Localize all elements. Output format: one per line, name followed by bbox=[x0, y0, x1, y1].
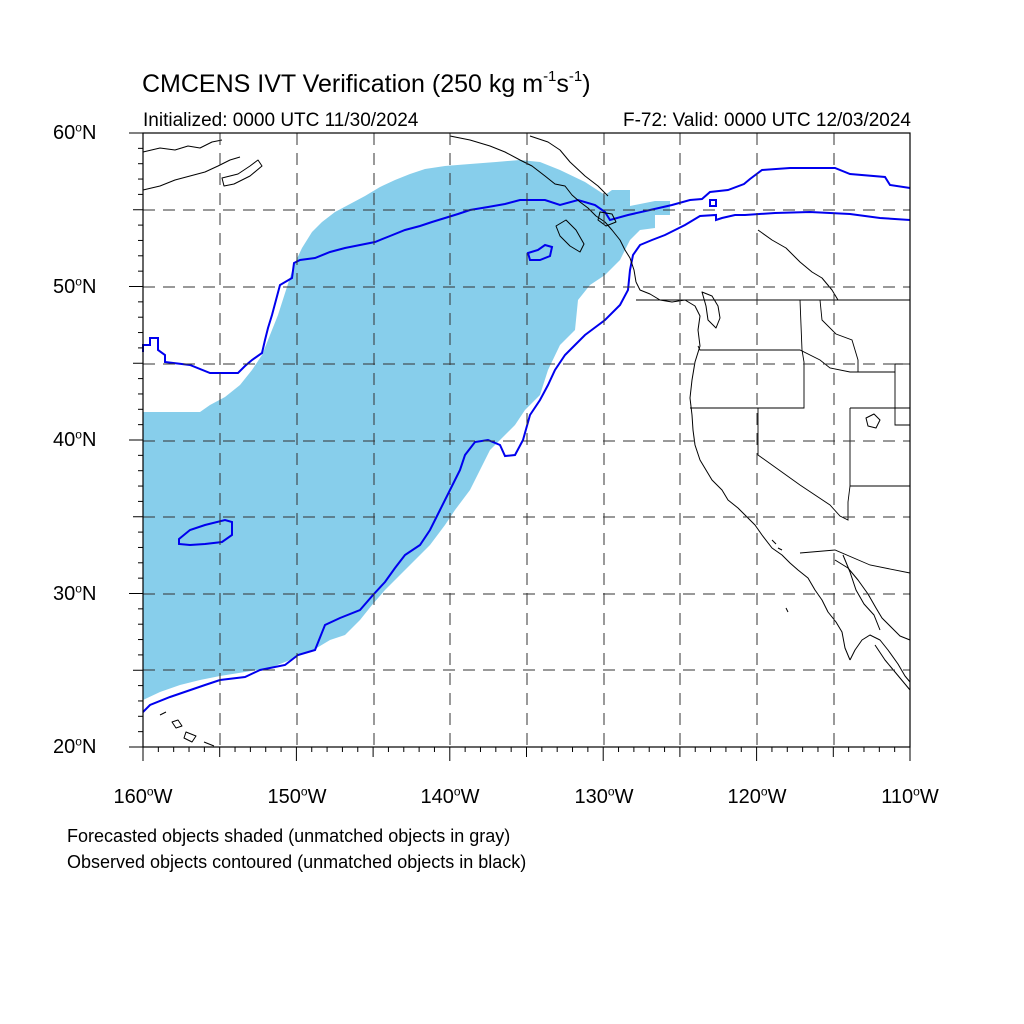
lat-label-50: 50oN bbox=[53, 274, 97, 298]
lon-label-160w: 160oW bbox=[113, 784, 173, 808]
lon-label-130w: 130oW bbox=[574, 784, 634, 808]
footnote-observed: Observed objects contoured (unmatched ob… bbox=[67, 852, 527, 872]
lon-label-140w: 140oW bbox=[420, 784, 480, 808]
state-boundaries bbox=[636, 299, 911, 574]
lat-label-30: 30oN bbox=[53, 581, 97, 605]
valid-time: F-72: Valid: 0000 UTC 12/03/2024 bbox=[623, 110, 911, 131]
graticule bbox=[143, 133, 910, 747]
lat-label-20: 20oN bbox=[53, 734, 97, 758]
lon-label-120w: 120oW bbox=[727, 784, 787, 808]
lon-label-150w: 150oW bbox=[267, 784, 327, 808]
lon-label-110w: 110oW bbox=[881, 784, 939, 808]
coastlines bbox=[142, 135, 911, 747]
observed-ivt-contours bbox=[142, 167, 911, 713]
map-frame bbox=[129, 132, 911, 761]
footnote-forecast: Forecasted objects shaded (unmatched obj… bbox=[67, 826, 511, 846]
forecast-ivt-object bbox=[143, 160, 670, 700]
lat-label-60: 60oN bbox=[53, 120, 97, 144]
initialized-time: Initialized: 0000 UTC 11/30/2024 bbox=[143, 110, 419, 131]
plot-title: CMCENS IVT Verification (250 kg m-1s-1) bbox=[142, 67, 591, 98]
lat-label-40: 40oN bbox=[53, 427, 97, 451]
